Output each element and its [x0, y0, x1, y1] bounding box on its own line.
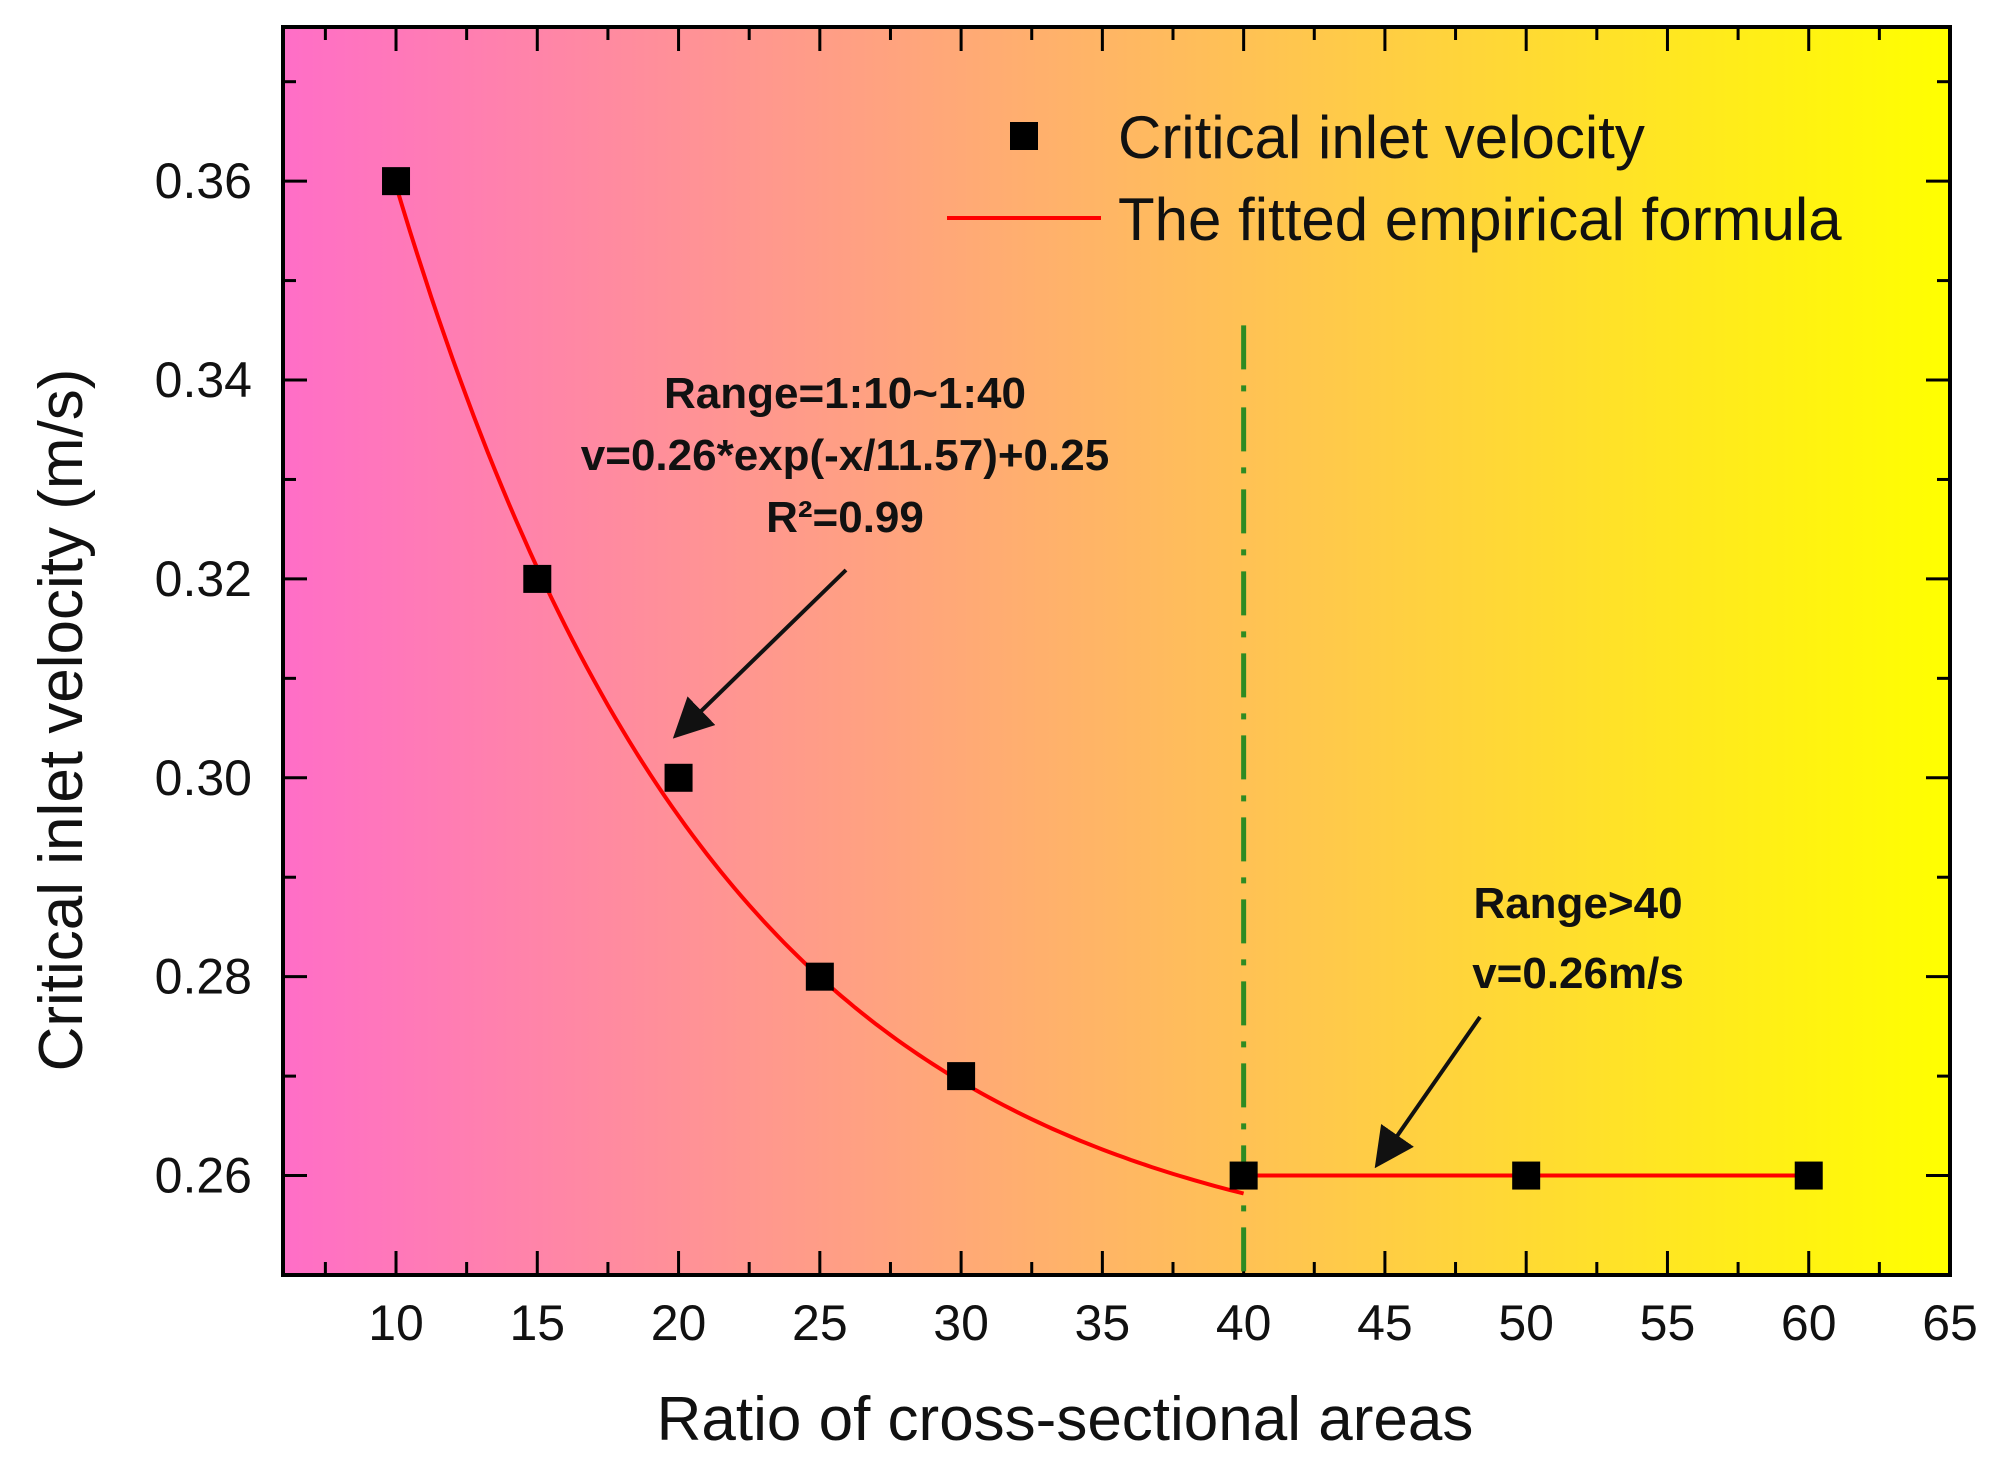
x-tick-label: 30 [933, 1295, 989, 1351]
x-tick-label: 50 [1498, 1295, 1554, 1351]
x-tick-label: 25 [792, 1295, 848, 1351]
annotation-1-line: Range=1:10~1:40 [664, 369, 1026, 418]
data-point [382, 167, 411, 196]
data-point [1512, 1161, 1541, 1190]
y-tick-label: 0.32 [155, 551, 252, 607]
legend: Critical inlet velocity The fitted empir… [947, 104, 1842, 253]
annotation-1-line: v=0.26*exp(-x/11.57)+0.25 [581, 431, 1109, 480]
annotations: Range=1:10~1:40 v=0.26*exp(-x/11.57)+0.25… [581, 369, 1684, 1169]
data-point [664, 763, 693, 792]
y-axis-title: Critical inlet velocity (m/s) [27, 369, 96, 1072]
data-point [1794, 1161, 1823, 1190]
data-points [382, 167, 1823, 1190]
y-tick-label: 0.30 [155, 750, 252, 806]
data-point [805, 962, 834, 991]
annotation-1-line: R²=0.99 [766, 493, 924, 542]
x-tick-label: 40 [1216, 1295, 1272, 1351]
y-tick-label: 0.26 [155, 1148, 252, 1204]
x-tick-label: 10 [368, 1295, 424, 1351]
legend-marker-scatter [1010, 122, 1038, 150]
x-tick-label: 60 [1781, 1295, 1837, 1351]
x-tick-label: 45 [1357, 1295, 1413, 1351]
plot-background [283, 27, 1950, 1275]
data-point [947, 1062, 976, 1091]
annotation-2-line: v=0.26m/s [1472, 949, 1684, 998]
x-tick-label: 35 [1075, 1295, 1131, 1351]
annotation-2-arrow [1374, 1015, 1482, 1169]
y-tick-labels: 0.26 0.28 0.30 0.32 0.34 0.36 [155, 153, 252, 1203]
annotation-2-line: Range>40 [1473, 879, 1682, 928]
x-axis-title: Ratio of cross-sectional areas [657, 1385, 1474, 1454]
x-tick-label: 55 [1640, 1295, 1696, 1351]
x-tick-label: 65 [1922, 1295, 1978, 1351]
y-tick-label: 0.34 [155, 352, 252, 408]
data-point [523, 564, 552, 593]
y-tick-label: 0.36 [155, 153, 252, 209]
x-tick-label: 20 [651, 1295, 707, 1351]
plot-frame [281, 25, 1952, 1277]
axis-ticks [283, 27, 1952, 1277]
data-point [1229, 1161, 1258, 1190]
annotation-1-arrow [672, 568, 848, 739]
x-tick-label: 15 [509, 1295, 565, 1351]
legend-label-line: The fitted empirical formula [1118, 186, 1842, 253]
legend-label-scatter: Critical inlet velocity [1118, 104, 1645, 171]
y-tick-label: 0.28 [155, 949, 252, 1005]
x-tick-labels: 10 15 20 25 30 35 40 45 50 55 60 65 [368, 1295, 1978, 1351]
